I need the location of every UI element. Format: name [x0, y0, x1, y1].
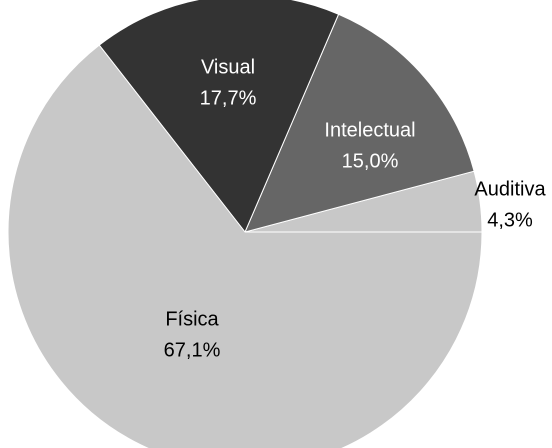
- slice-value-label: 67,1%: [164, 339, 221, 361]
- pie-slice: [98, 0, 340, 233]
- pie-slice: [7, 44, 483, 448]
- slice-label: Intelectual: [324, 119, 415, 141]
- slice-label: Auditiva: [474, 178, 546, 200]
- slice-value-label: 4,3%: [487, 209, 533, 231]
- slice-value-label: 15,0%: [342, 150, 399, 172]
- slice-label: Física: [165, 308, 219, 330]
- pie-slice: [244, 13, 475, 233]
- slice-label: Visual: [201, 56, 255, 78]
- slice-value-label: 17,7%: [200, 87, 257, 109]
